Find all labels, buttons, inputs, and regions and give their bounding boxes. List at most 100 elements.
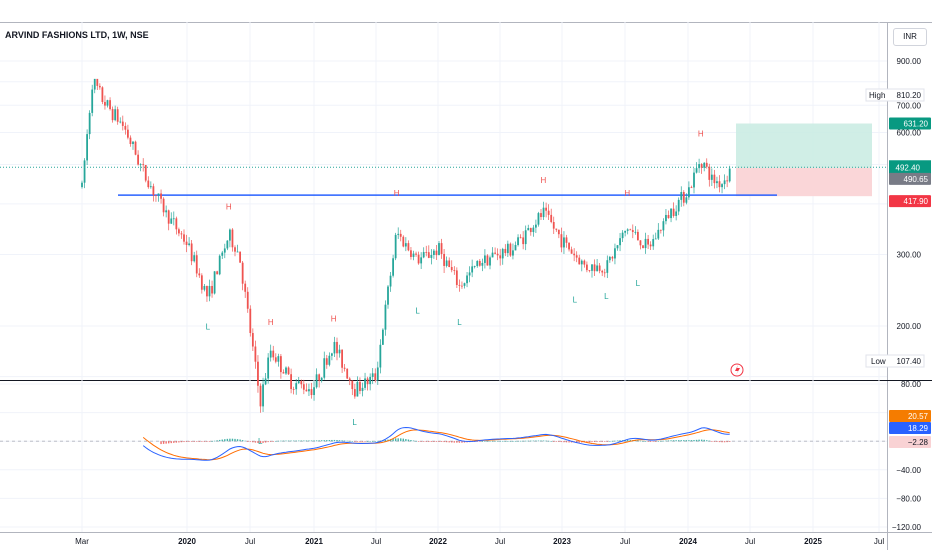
histogram-bar [540, 440, 542, 442]
histogram-bar [698, 439, 700, 442]
candle-body [688, 187, 690, 198]
currency-badge[interactable]: INR [893, 28, 927, 46]
candle-body [389, 275, 392, 287]
histogram-bar [570, 441, 573, 443]
histogram-bar [292, 440, 295, 442]
histogram-bar [170, 441, 172, 444]
histogram-bar [420, 441, 422, 442]
candle-body [481, 262, 484, 266]
histogram-bar [690, 440, 693, 442]
candle-body [644, 238, 647, 249]
histogram-bar [239, 439, 241, 442]
histogram-bar [657, 441, 659, 442]
candle-body [593, 264, 596, 272]
candle-body [690, 187, 693, 189]
candle-body [659, 229, 662, 231]
histogram-bar [489, 440, 491, 442]
price-tick-label: 200.00 [897, 322, 922, 331]
candle-body [435, 250, 438, 256]
candle-body [302, 384, 305, 390]
candle-body [506, 243, 509, 254]
histogram-bar [305, 440, 308, 442]
histogram-bar [402, 438, 404, 442]
histogram-bar [649, 441, 652, 442]
histogram-bar [366, 441, 369, 442]
histogram-bar [693, 440, 695, 442]
histogram-bar [713, 441, 716, 442]
histogram-bar [537, 440, 540, 442]
histogram-bar [415, 440, 417, 442]
candle-body [665, 214, 667, 222]
candle-body [93, 78, 96, 90]
swing-low-label: L [604, 292, 609, 301]
candle-body [361, 387, 364, 392]
histogram-bar [642, 440, 644, 442]
histogram-bar [670, 440, 672, 442]
candle-body [328, 355, 331, 365]
candle-body [496, 253, 499, 256]
candle-body [208, 285, 211, 297]
candle-body [695, 168, 698, 173]
candle-body [287, 367, 290, 375]
candle-body [598, 265, 601, 271]
histogram-bar [196, 441, 198, 442]
time-axis-label: 2023 [553, 537, 571, 546]
candle-body [682, 192, 685, 203]
histogram-bar [726, 441, 728, 443]
histogram-bar [412, 440, 415, 442]
price-tick-label: 600.00 [897, 128, 922, 137]
histogram-value-badge-bg [889, 436, 931, 448]
candle-body [519, 237, 522, 239]
stop-price-badge: 417.90 [904, 197, 929, 206]
histogram-bar [453, 441, 455, 443]
histogram-bar [247, 441, 249, 442]
candle-body [552, 222, 555, 229]
histogram-bar [183, 441, 185, 443]
candle-body [323, 358, 326, 378]
candle-body [448, 260, 451, 268]
histogram-bar [629, 439, 631, 442]
histogram-bar [547, 440, 550, 442]
histogram-bar [160, 441, 162, 445]
histogram-bar [721, 441, 723, 443]
histogram-bar [392, 438, 394, 442]
histogram-bar [356, 441, 359, 442]
candle-body [445, 260, 448, 266]
candle-body [580, 260, 583, 265]
candle-body [420, 257, 423, 264]
histogram-bar [259, 441, 262, 444]
candle-body [162, 198, 165, 213]
histogram-bar [596, 441, 598, 442]
candle-body [596, 265, 598, 272]
high-box [865, 88, 925, 102]
candle-body [415, 253, 417, 255]
candle-body [285, 367, 287, 374]
histogram-bar [639, 440, 642, 442]
candle-body [478, 260, 481, 266]
candle-body [190, 243, 193, 262]
histogram-bar [711, 441, 713, 442]
candle-body [160, 193, 162, 199]
histogram-bar [558, 441, 560, 442]
histogram-bar [611, 440, 614, 442]
candle-body [223, 248, 226, 253]
candle-body [440, 243, 443, 254]
candle-body [239, 251, 241, 263]
candle-body [726, 180, 729, 182]
time-axis-label: 2021 [305, 537, 323, 546]
histogram-bar [275, 440, 277, 442]
histogram-bar [372, 441, 374, 442]
histogram-bar [285, 440, 287, 442]
histogram-bar [598, 441, 601, 442]
candle-body [371, 373, 374, 377]
histogram-bar [405, 439, 407, 442]
candle-body [272, 350, 275, 358]
histogram-bar [236, 439, 239, 442]
candle-body [489, 257, 491, 266]
candle-body [290, 374, 292, 390]
candle-body [175, 218, 178, 230]
histogram-bar [377, 440, 379, 442]
histogram-bar [328, 440, 331, 442]
candle-body [83, 160, 86, 183]
